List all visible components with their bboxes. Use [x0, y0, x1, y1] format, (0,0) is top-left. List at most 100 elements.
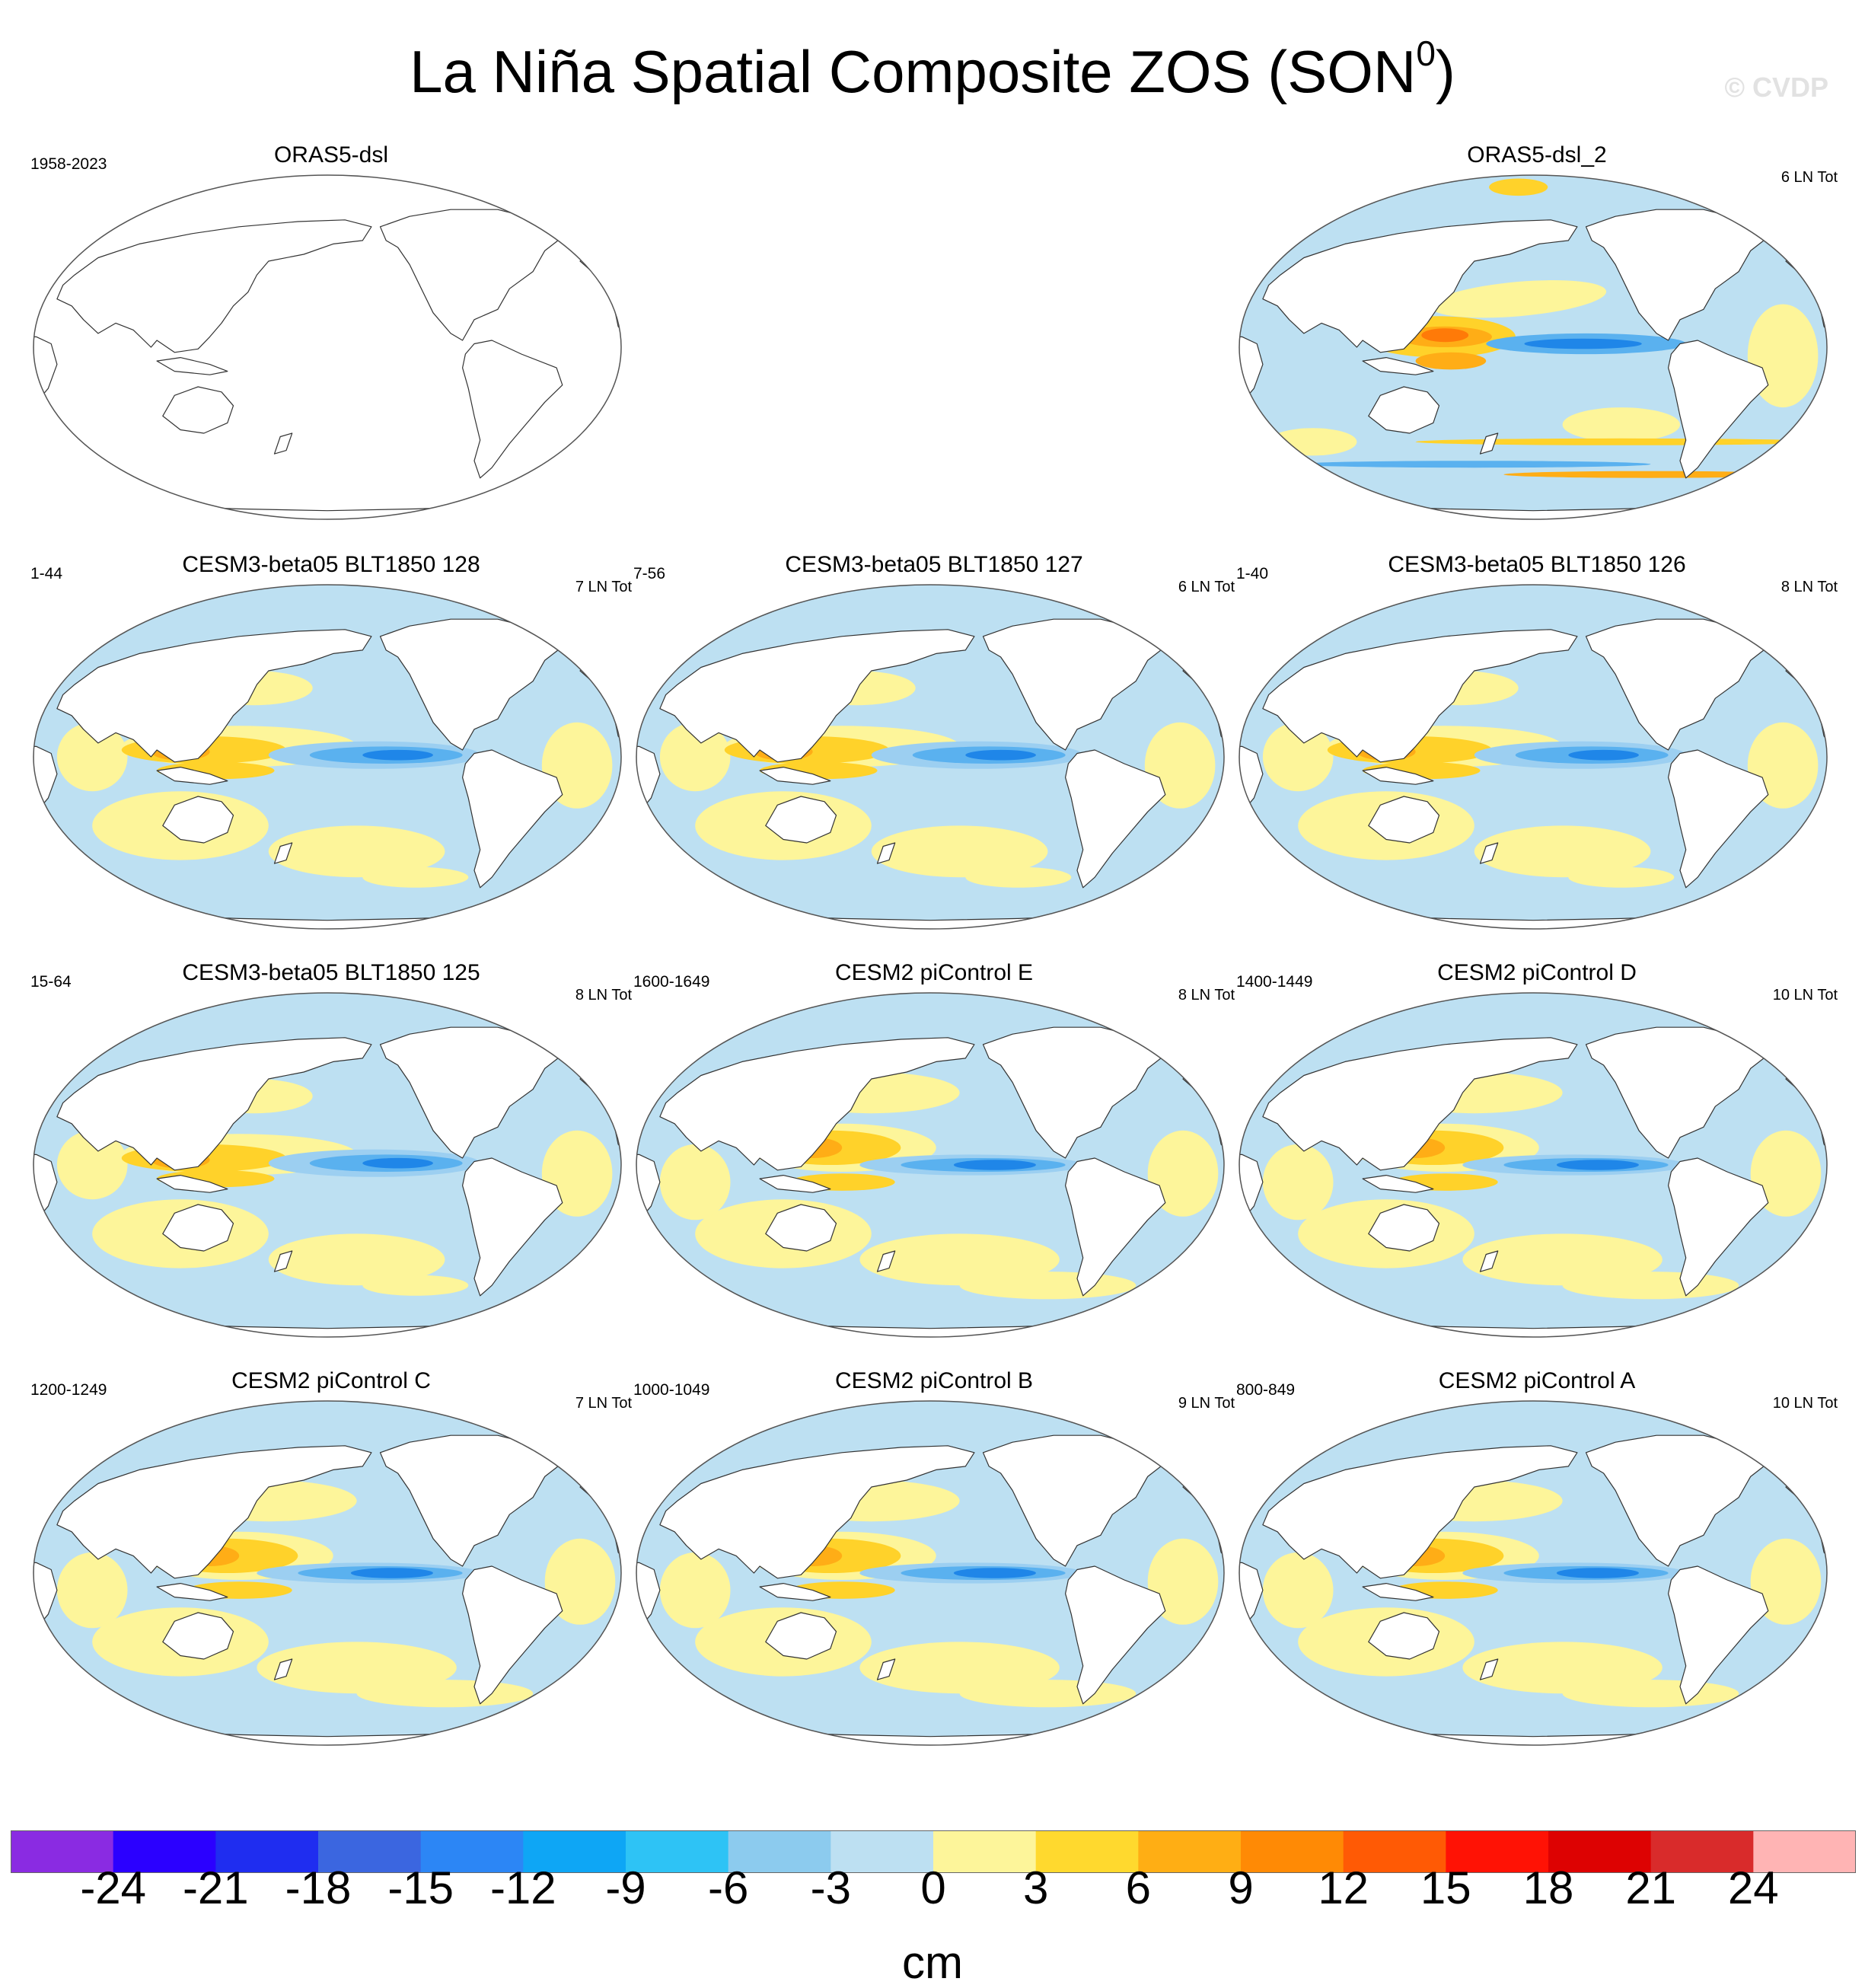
panel-year-range: 15-64: [30, 973, 72, 991]
panel-title: ORAS5-dsl_2: [1467, 142, 1607, 168]
panel-title: CESM2 piControl D: [1437, 960, 1637, 985]
anomaly-contour: [965, 749, 1036, 761]
map-blt1850-128: [33, 584, 622, 930]
panel-year-range: 1000-1049: [633, 1381, 710, 1399]
land-southamerica: [1667, 749, 1769, 889]
colorbar-tick-label: -12: [490, 1862, 556, 1907]
land-newzealand: [876, 1250, 896, 1272]
anomaly-contour: [1298, 461, 1651, 468]
colorbar-unit-label: cm: [902, 1937, 963, 1988]
land-northamerica: [1585, 618, 1769, 751]
colorbar-swatch: [728, 1830, 831, 1873]
land-asia: [56, 1445, 372, 1579]
map-picontrol-c: [33, 1400, 622, 1746]
panel-event-count: 8 LN Tot: [1178, 987, 1235, 1004]
anomaly-contour: [659, 722, 731, 792]
panel-event-count: 7 LN Tot: [575, 579, 632, 595]
colorbar-tick-label: 15: [1420, 1862, 1471, 1907]
colorbar-tick-label: -18: [285, 1862, 352, 1907]
panel-title: CESM2 piControl B: [834, 1368, 1034, 1393]
map-picontrol-b: [636, 1400, 1225, 1746]
colorbar-tick-label: 0: [920, 1862, 945, 1907]
land-northamerica: [982, 1026, 1166, 1159]
anomaly-contour: [1556, 1568, 1639, 1578]
anomaly-contour: [1462, 1642, 1663, 1694]
anomaly-contour: [959, 1272, 1137, 1300]
anomaly-contour: [257, 1642, 457, 1694]
anomaly-contour: [1503, 471, 1798, 478]
anomaly-contour: [1147, 1538, 1219, 1625]
anomaly-contour: [362, 1157, 433, 1169]
land-asia: [659, 629, 975, 763]
land-southamerica: [461, 749, 563, 889]
land-indonesia: [156, 357, 228, 375]
land-australia: [1368, 796, 1440, 844]
panel-title: CESM3-beta05 BLT1850 127: [785, 552, 1083, 577]
anomaly-contour: [362, 866, 469, 888]
colorbar-swatch: [1446, 1830, 1549, 1873]
land-northamerica: [982, 618, 1166, 751]
colorbar-tick-label: 12: [1318, 1862, 1369, 1907]
panel-year-range: 1958-2023: [30, 155, 107, 173]
panel-event-count: 8 LN Tot: [575, 987, 632, 1004]
land-newzealand: [1479, 432, 1499, 455]
figure-title-close: ): [1435, 38, 1455, 105]
map-border: [636, 1400, 1225, 1746]
anomaly-contour: [1750, 1538, 1822, 1625]
colorbar-swatch: [11, 1830, 114, 1873]
colorbar-swatch: [1548, 1830, 1652, 1873]
anomaly-contour: [1415, 438, 1827, 445]
anomaly-contour: [1262, 1144, 1334, 1221]
map-blt1850-126: [1239, 584, 1828, 930]
land-northamerica: [379, 1434, 563, 1567]
land-australia: [1368, 1204, 1440, 1252]
colorbar-swatch: [1753, 1830, 1856, 1873]
anomaly-contour: [56, 1130, 128, 1200]
map-border: [33, 992, 622, 1338]
land-northamerica: [1585, 1434, 1769, 1567]
land-indonesia: [1362, 767, 1434, 785]
land-southamerica: [1064, 1565, 1166, 1705]
colorbar-tick-label: -3: [811, 1862, 851, 1907]
land-asia: [56, 219, 372, 353]
map-picontrol-e: [636, 992, 1225, 1338]
colorbar-swatch: [933, 1830, 1037, 1873]
panel-event-count: 9 LN Tot: [1178, 1395, 1235, 1412]
panel-year-range: 1-40: [1236, 565, 1269, 582]
colorbar-swatch: [1343, 1830, 1446, 1873]
panel-title: CESM2 piControl E: [834, 960, 1034, 985]
land-southamerica: [1667, 340, 1769, 479]
panel-blt1850-128: CESM3-beta05 BLT1850 128 1-44 7 LN Tot: [30, 551, 632, 940]
anomaly-contour: [871, 825, 1048, 878]
panel-picontrol-b: CESM2 piControl B 1000-1049 9 LN Tot: [633, 1367, 1235, 1756]
colorbar-tick-label: 18: [1523, 1862, 1574, 1907]
land-southamerica: [461, 1157, 563, 1297]
map-border: [636, 992, 1225, 1338]
colorbar-swatch: [215, 1830, 319, 1873]
map-border: [1239, 174, 1828, 520]
anomaly-contour: [859, 1642, 1060, 1694]
anomaly-contour: [1568, 749, 1639, 761]
land-indonesia: [156, 1175, 228, 1193]
land-indonesia: [759, 1175, 831, 1193]
anomaly-contour: [1147, 1130, 1219, 1217]
colorbar-tick-label: -21: [183, 1862, 249, 1907]
panel-title: CESM2 piControl C: [231, 1368, 431, 1393]
land-southamerica: [461, 340, 563, 479]
land-indonesia: [759, 1583, 831, 1601]
land-asia: [56, 629, 372, 763]
land-indonesia: [1362, 1175, 1434, 1193]
map-blt1850-127: [636, 584, 1225, 930]
figure-title-superscript: 0: [1416, 34, 1436, 73]
colorbar-tick-label: 21: [1625, 1862, 1676, 1907]
land-australia: [162, 1204, 234, 1252]
panel-blt1850-126: CESM3-beta05 BLT1850 126 1-40 8 LN Tot: [1236, 551, 1838, 940]
colorbar-tick-label: -24: [80, 1862, 146, 1907]
land-newzealand: [273, 432, 293, 455]
panel-oras5-dsl-2: ORAS5-dsl_2 6 LN Tot: [1236, 142, 1838, 530]
panel-picontrol-d: CESM2 piControl D 1400-1449 10 LN Tot: [1236, 959, 1838, 1348]
anomaly-contour: [953, 1568, 1036, 1578]
land-newzealand: [273, 842, 293, 864]
map-oras5-dsl-2: [1239, 174, 1828, 520]
anomaly-contour: [1562, 1272, 1739, 1300]
